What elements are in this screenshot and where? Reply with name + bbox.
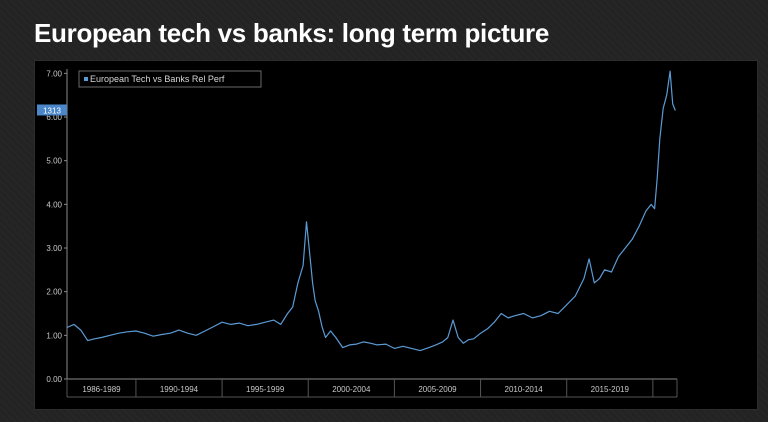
x-tick-label: 1990-1994	[160, 385, 199, 394]
y-tick-label: 5.00	[46, 157, 62, 166]
x-tick-label: 1995-1999	[246, 385, 285, 394]
y-tick-label: 7.00	[46, 69, 62, 78]
page-title: European tech vs banks: long term pictur…	[34, 18, 550, 48]
y-tick-label: 2.00	[46, 288, 62, 297]
y-tick-label: 1.00	[46, 331, 62, 340]
last-value-label: 1313	[43, 106, 61, 115]
y-tick-label: 4.00	[46, 200, 62, 209]
y-tick-label: 3.00	[46, 244, 62, 253]
line-chart: 0.00 1.00 2.00 3.00 4.00 5.00 6.00 7.00 1986-198…	[37, 69, 678, 398]
legend-box	[78, 70, 262, 88]
legend-label: European Tech vs Banks Rel Perf	[90, 74, 225, 84]
y-tick-label: 0.00	[46, 375, 62, 384]
x-tick-label: 2010-2014	[505, 385, 544, 394]
chart-frame: 0.00 1.00 2.00 3.00 4.00 5.00 6.00 7.00 1986-198…	[34, 60, 758, 410]
last-value-badge	[37, 104, 67, 116]
y-tick-label: 6.00	[46, 113, 62, 122]
x-tick-label: 2000-2004	[332, 385, 371, 394]
x-tick-label: 1986-1989	[82, 385, 121, 394]
x-tick-label: 2005-2009	[418, 385, 457, 394]
chart-card: European tech vs banks: long term pictur…	[22, 10, 760, 415]
legend-swatch	[84, 77, 88, 81]
x-tick-label: 2015-2019	[591, 385, 630, 394]
series-line	[66, 70, 676, 352]
